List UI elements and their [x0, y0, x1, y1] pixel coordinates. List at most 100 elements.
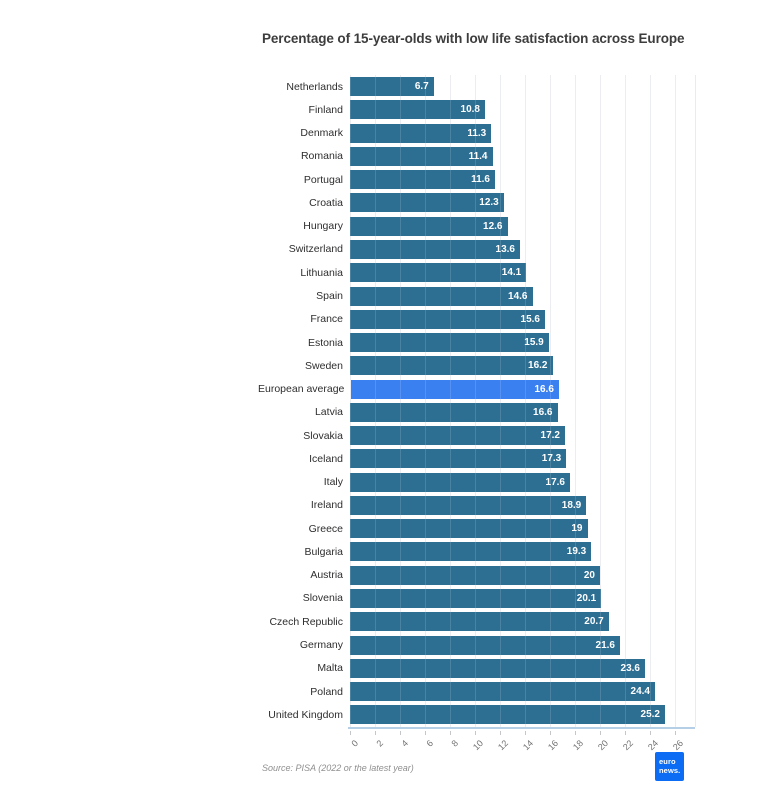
gridline — [350, 75, 351, 727]
chart-row: United Kingdom 25.2 — [258, 703, 718, 726]
plot-area: Netherlands 6.7 Finland 10.8 Denmark 11.3 Roma… — [258, 75, 718, 775]
gridline — [525, 75, 526, 727]
gridline-overlay — [650, 75, 651, 727]
gridline-overlay — [375, 75, 376, 727]
x-axis-tick-mark — [450, 731, 451, 735]
bar-track: 20 — [350, 565, 718, 585]
chart-row: Finland 10.8 — [258, 98, 718, 121]
category-label: Iceland — [309, 452, 343, 465]
value-label: 17.6 — [545, 476, 565, 488]
category-label: European average — [258, 383, 345, 396]
bar: 10.8 — [350, 100, 485, 120]
value-label: 16.2 — [528, 360, 548, 372]
gridline-overlay — [675, 75, 676, 727]
chart-row: Estonia 15.9 — [258, 331, 718, 354]
bar-track: 24.4 — [350, 682, 718, 702]
chart-row: Lithuania 14.1 — [258, 261, 718, 284]
value-label: 11.6 — [471, 174, 490, 186]
bar: 21.6 — [350, 635, 620, 655]
gridline — [375, 75, 376, 727]
gridline — [650, 75, 651, 727]
value-label: 19.3 — [566, 546, 587, 558]
bar: 16.2 — [350, 356, 553, 376]
value-label: 20.7 — [584, 616, 604, 628]
category-label: Malta — [317, 662, 343, 675]
gridline — [475, 75, 476, 727]
bar-track: 20.1 — [350, 588, 718, 608]
category-label: Spain — [316, 290, 343, 303]
category-label: France — [310, 313, 343, 326]
x-axis-tick-mark — [350, 731, 351, 735]
gridline — [600, 75, 601, 727]
bar: 14.6 — [350, 286, 533, 306]
bar-track: 20.7 — [350, 612, 718, 632]
chart-row: Austria 20 — [258, 564, 718, 587]
value-label: 24.4 — [630, 686, 650, 698]
chart-row: European average 16.6 — [258, 377, 718, 400]
bar-track: 16.2 — [350, 356, 718, 376]
bar: 17.6 — [350, 472, 570, 492]
x-axis-tick-mark — [375, 731, 376, 735]
x-axis-tick-mark — [625, 731, 626, 735]
gridline-overlay — [600, 75, 601, 727]
bar-track: 12.6 — [350, 216, 718, 236]
bar: 15.9 — [350, 333, 549, 353]
chart-row: Italy 17.6 — [258, 471, 718, 494]
x-axis-tick-mark — [425, 731, 426, 735]
value-label: 14.6 — [508, 290, 528, 302]
category-label: Switzerland — [288, 243, 343, 256]
bar: 16.6 — [350, 402, 558, 422]
gridline — [625, 75, 626, 727]
x-axis-tick-mark — [475, 731, 476, 735]
bar-track: 17.6 — [350, 472, 718, 492]
x-axis-tick-mark — [650, 731, 651, 735]
bar: 11.6 — [350, 170, 495, 190]
category-label: Slovakia — [303, 429, 343, 442]
gridline-overlay — [400, 75, 401, 727]
chart-row: Hungary 12.6 — [258, 215, 718, 238]
category-label: Portugal — [303, 173, 343, 186]
category-label: Slovenia — [302, 592, 343, 605]
bar-track: 15.9 — [350, 333, 718, 353]
value-label: 20.1 — [576, 592, 597, 604]
value-label: 15.6 — [520, 313, 540, 325]
gridline — [675, 75, 676, 727]
bar-track: 15.6 — [350, 309, 718, 329]
chart-row: Iceland 17.3 — [258, 447, 718, 470]
chart-row: Czech Republic 20.7 — [258, 610, 718, 633]
x-axis-tick-mark — [400, 731, 401, 735]
chart-row: Bulgaria 19.3 — [258, 540, 718, 563]
value-label: 17.3 — [541, 453, 562, 465]
value-label: 19 — [571, 523, 583, 535]
value-label: 15.9 — [524, 337, 544, 349]
bar: 13.6 — [350, 239, 520, 259]
value-label: 10.8 — [460, 104, 480, 116]
category-label: Croatia — [309, 196, 343, 209]
chart-row: Poland 24.4 — [258, 680, 718, 703]
category-label: Latvia — [314, 406, 343, 419]
chart-row: Romania 11.4 — [258, 145, 718, 168]
bar-track: 25.2 — [350, 705, 718, 725]
category-label: Austria — [310, 569, 343, 582]
bar-track: 18.9 — [350, 495, 718, 515]
value-label: 11.3 — [467, 127, 487, 139]
value-label: 16.6 — [534, 383, 554, 395]
bar-track: 11.4 — [350, 146, 718, 166]
bar: 24.4 — [350, 682, 655, 702]
chart-row: Slovenia 20.1 — [258, 587, 718, 610]
category-label: Italy — [323, 476, 343, 489]
chart-title: Percentage of 15-year-olds with low life… — [262, 31, 685, 46]
bar-track: 6.7 — [350, 77, 718, 97]
bar: 6.7 — [350, 77, 434, 97]
value-label: 23.6 — [620, 662, 640, 674]
bar: 15.6 — [350, 309, 545, 329]
chart-row: Croatia 12.3 — [258, 191, 718, 214]
gridline — [400, 75, 401, 727]
chart-row: Ireland 18.9 — [258, 494, 718, 517]
euronews-logo[interactable]: euro news. — [655, 752, 684, 781]
value-label: 21.6 — [595, 639, 615, 651]
bar: 20.7 — [350, 612, 609, 632]
x-axis-tick-mark — [675, 731, 676, 735]
value-label: 16.6 — [533, 406, 553, 418]
chart-row: Denmark 11.3 — [258, 122, 718, 145]
